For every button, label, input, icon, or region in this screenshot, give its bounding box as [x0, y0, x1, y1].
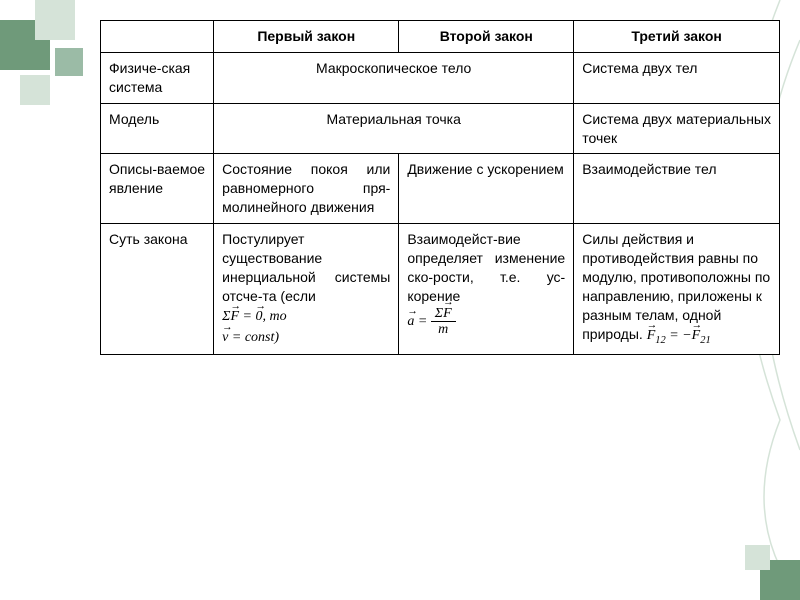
- table-row: Описы-ваемое явление Состояние покоя или…: [101, 154, 780, 224]
- cell-phenom-c1: Состояние покоя или равномерного пря-мол…: [214, 154, 399, 224]
- table-header-row: Первый закон Второй закон Третий закон: [101, 21, 780, 53]
- header-law2: Второй закон: [399, 21, 574, 53]
- essence-c1-formula2: v = const): [222, 330, 279, 345]
- decoration-bottom-right: [730, 530, 800, 600]
- essence-c3-text: Силы действия и противодействия равны по…: [582, 231, 770, 341]
- cell-model-merged: Материальная точка: [214, 103, 574, 154]
- laws-table-wrap: Первый закон Второй закон Третий закон Ф…: [100, 20, 780, 355]
- cell-system-merged: Макроскопическое тело: [214, 52, 574, 103]
- cell-phenom-c3: Взаимодействие тел: [574, 154, 780, 224]
- cell-phenom-c2: Движение с ускорением: [399, 154, 574, 224]
- header-blank: [101, 21, 214, 53]
- row-label-phenom: Описы-ваемое явление: [101, 154, 214, 224]
- header-law1: Первый закон: [214, 21, 399, 53]
- cell-essence-c2: Взаимодейст-вие определяет изменение ско…: [399, 224, 574, 354]
- row-label-model: Модель: [101, 103, 214, 154]
- essence-c2-text: Взаимодейст-вие определяет изменение ско…: [407, 231, 565, 304]
- slide: Первый закон Второй закон Третий закон Ф…: [0, 0, 800, 600]
- essence-c1-text: Постулирует существование инерциальной с…: [222, 231, 390, 304]
- decoration-top-left: [0, 0, 90, 120]
- essence-c3-formula: F12 = −F21: [647, 328, 711, 343]
- table-row: Модель Материальная точка Система двух м…: [101, 103, 780, 154]
- laws-table: Первый закон Второй закон Третий закон Ф…: [100, 20, 780, 355]
- row-label-system: Физиче-ская система: [101, 52, 214, 103]
- essence-c2-formula: a = ΣFm: [407, 314, 455, 329]
- cell-model-c3: Система двух материальных точек: [574, 103, 780, 154]
- table-row: Физиче-ская система Макроскопическое тел…: [101, 52, 780, 103]
- cell-system-c3: Система двух тел: [574, 52, 780, 103]
- row-label-essence: Суть закона: [101, 224, 214, 354]
- cell-essence-c1: Постулирует существование инерциальной с…: [214, 224, 399, 354]
- cell-essence-c3: Силы действия и противодействия равны по…: [574, 224, 780, 354]
- table-row: Суть закона Постулирует существование ин…: [101, 224, 780, 354]
- header-law3: Третий закон: [574, 21, 780, 53]
